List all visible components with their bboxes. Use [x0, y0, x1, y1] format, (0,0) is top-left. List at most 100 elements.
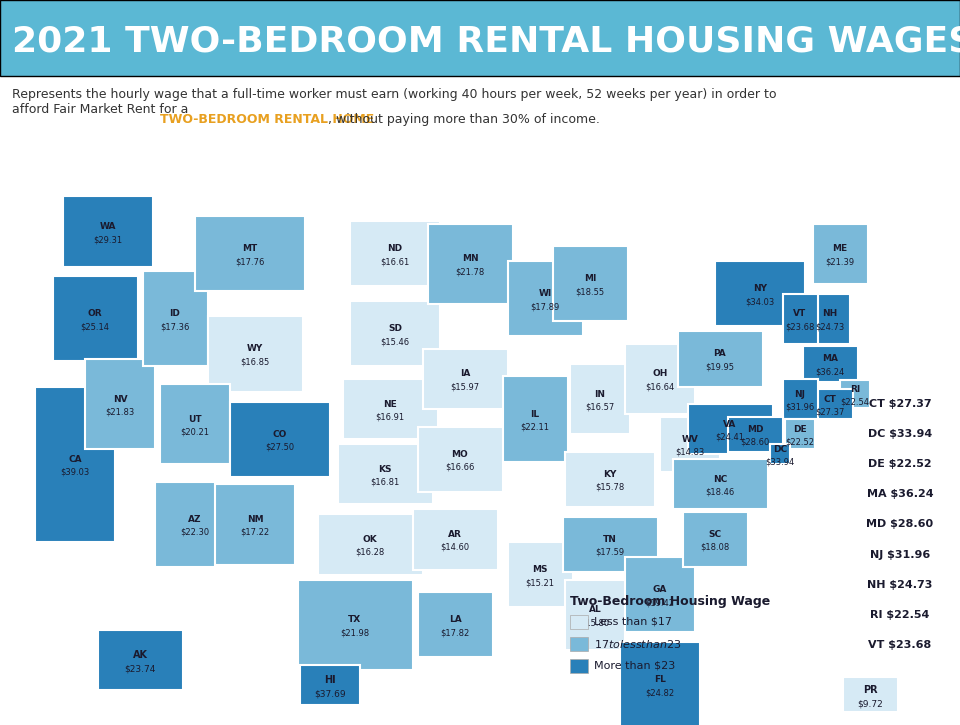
Text: $17.82: $17.82 [441, 629, 469, 637]
Text: $20.21: $20.21 [180, 428, 209, 436]
Text: $17.22: $17.22 [240, 528, 270, 537]
Text: DE: DE [793, 425, 806, 434]
FancyBboxPatch shape [683, 512, 748, 567]
FancyBboxPatch shape [770, 444, 790, 464]
FancyBboxPatch shape [840, 380, 870, 408]
Text: NC: NC [713, 475, 727, 484]
Text: DC $33.94: DC $33.94 [868, 429, 932, 439]
FancyBboxPatch shape [422, 349, 508, 409]
Text: NJ: NJ [795, 389, 805, 399]
Text: $22.52: $22.52 [785, 438, 814, 447]
Text: $18.46: $18.46 [706, 488, 734, 497]
Text: $14.83: $14.83 [676, 448, 705, 457]
Text: $14.60: $14.60 [441, 543, 469, 552]
Text: $24.82: $24.82 [645, 689, 675, 697]
Text: $18.08: $18.08 [701, 543, 730, 552]
Text: $16.61: $16.61 [380, 257, 410, 266]
Text: $15.97: $15.97 [450, 383, 480, 392]
Text: AL: AL [588, 605, 601, 614]
Text: $17.89: $17.89 [530, 302, 560, 311]
FancyBboxPatch shape [207, 316, 302, 392]
Text: NM: NM [247, 515, 263, 524]
FancyBboxPatch shape [53, 276, 137, 362]
Text: $15.80: $15.80 [581, 618, 610, 627]
FancyBboxPatch shape [570, 659, 588, 673]
Text: KY: KY [603, 470, 616, 478]
Text: CA: CA [68, 455, 82, 464]
Text: $15.78: $15.78 [595, 483, 625, 492]
Text: $36.24: $36.24 [815, 368, 845, 376]
Text: ID: ID [170, 310, 180, 318]
Text: $23.74: $23.74 [124, 664, 156, 674]
FancyBboxPatch shape [563, 517, 658, 572]
FancyBboxPatch shape [160, 384, 230, 464]
FancyBboxPatch shape [715, 261, 805, 326]
Text: $27.50: $27.50 [265, 443, 295, 452]
Text: $24.41: $24.41 [715, 433, 745, 442]
FancyBboxPatch shape [687, 404, 773, 454]
Text: LA: LA [448, 616, 462, 624]
FancyBboxPatch shape [565, 579, 625, 650]
FancyBboxPatch shape [300, 665, 360, 705]
Text: VA: VA [723, 420, 736, 428]
Text: $9.72: $9.72 [857, 700, 883, 708]
Text: NY: NY [753, 284, 767, 293]
Text: $22.30: $22.30 [180, 528, 209, 537]
Text: AR: AR [448, 530, 462, 539]
Text: $21.83: $21.83 [106, 407, 134, 417]
Text: TN: TN [603, 535, 617, 544]
Text: ND: ND [388, 244, 402, 253]
FancyBboxPatch shape [728, 417, 782, 452]
FancyBboxPatch shape [673, 459, 767, 510]
Text: Two-Bedroom Housing Wage: Two-Bedroom Housing Wage [570, 594, 770, 608]
FancyBboxPatch shape [620, 642, 700, 725]
Text: $15.46: $15.46 [380, 337, 410, 347]
FancyBboxPatch shape [215, 484, 295, 565]
FancyBboxPatch shape [660, 417, 720, 472]
Text: $17.76: $17.76 [235, 257, 265, 266]
Text: $17.59: $17.59 [595, 548, 625, 557]
FancyBboxPatch shape [782, 379, 818, 419]
Text: FL: FL [654, 676, 666, 684]
Text: WA: WA [100, 222, 116, 231]
Text: $18.55: $18.55 [575, 287, 605, 297]
FancyBboxPatch shape [565, 452, 655, 507]
Text: MA $36.24: MA $36.24 [867, 489, 933, 500]
FancyBboxPatch shape [343, 379, 438, 439]
Text: $22.54: $22.54 [841, 397, 870, 407]
Text: $29.31: $29.31 [93, 235, 123, 244]
Text: $25.14: $25.14 [81, 323, 109, 331]
FancyBboxPatch shape [678, 331, 762, 386]
Text: $37.69: $37.69 [314, 689, 346, 698]
FancyBboxPatch shape [843, 677, 898, 713]
Text: RI $22.54: RI $22.54 [871, 610, 929, 620]
Text: $22.11: $22.11 [520, 423, 549, 431]
Text: MD: MD [747, 425, 763, 434]
Text: MI: MI [584, 274, 596, 283]
FancyBboxPatch shape [413, 510, 497, 570]
Text: $39.03: $39.03 [60, 468, 89, 477]
FancyBboxPatch shape [625, 557, 695, 632]
Text: $16.81: $16.81 [371, 478, 399, 486]
FancyBboxPatch shape [98, 630, 182, 690]
FancyBboxPatch shape [298, 579, 413, 670]
Text: $21.39: $21.39 [826, 257, 854, 266]
FancyBboxPatch shape [427, 223, 513, 304]
Text: $21.78: $21.78 [455, 268, 485, 276]
FancyBboxPatch shape [570, 364, 630, 434]
Text: CT: CT [824, 394, 836, 404]
FancyBboxPatch shape [0, 0, 960, 76]
Text: $17.36: $17.36 [160, 323, 190, 331]
FancyBboxPatch shape [418, 592, 492, 658]
Text: MT: MT [242, 244, 257, 253]
FancyBboxPatch shape [807, 389, 852, 419]
Text: SD: SD [388, 324, 402, 334]
Text: $16.91: $16.91 [375, 413, 404, 422]
Text: $19.95: $19.95 [706, 362, 734, 371]
FancyBboxPatch shape [810, 294, 850, 344]
FancyBboxPatch shape [350, 302, 440, 366]
FancyBboxPatch shape [318, 515, 422, 574]
Text: MN: MN [462, 254, 478, 263]
Text: $34.03: $34.03 [745, 297, 775, 306]
Text: UT: UT [188, 415, 202, 423]
